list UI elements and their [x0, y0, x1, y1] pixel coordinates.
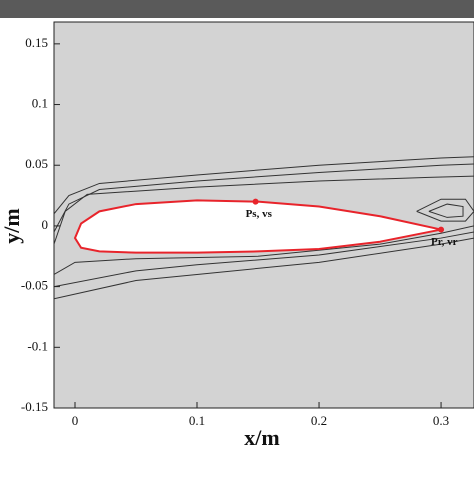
y-tick-label: -0.05	[21, 278, 48, 293]
y-tick-label: -0.1	[27, 338, 48, 353]
y-axis-title: y/m	[0, 208, 24, 243]
point-label: Ps, vs	[246, 208, 273, 220]
airfoil	[73, 199, 442, 254]
streamline	[54, 231, 474, 288]
y-tick-label: 0.05	[25, 156, 48, 171]
streamline	[54, 175, 474, 245]
point	[438, 226, 445, 233]
y-tick-label: -0.15	[21, 399, 48, 414]
streamline	[54, 156, 474, 215]
point-label: Pr, vr	[431, 236, 458, 248]
streamline	[428, 203, 464, 218]
y-tick-label: 0.1	[32, 96, 48, 111]
x-tick-label: 0.1	[189, 413, 205, 428]
x-axis-title: x/m	[244, 425, 279, 450]
x-tick-label: 0.3	[433, 413, 449, 428]
x-tick-label: 0.2	[311, 413, 327, 428]
y-tick-label: 0.15	[25, 35, 48, 50]
streamline	[416, 198, 474, 222]
streamline	[54, 237, 474, 300]
y-tick-label: 0	[42, 217, 49, 232]
streamline	[54, 225, 474, 275]
point	[252, 198, 259, 205]
streamline	[54, 163, 474, 233]
x-tick-label: 0	[72, 413, 79, 428]
top-bar	[0, 0, 474, 18]
